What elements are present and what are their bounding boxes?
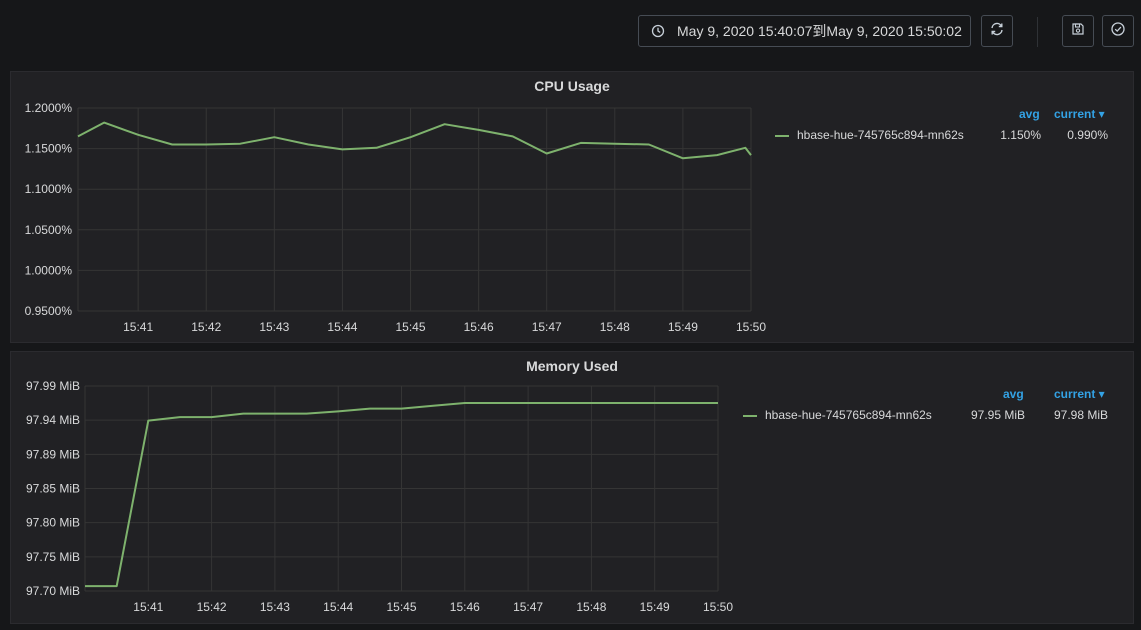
y-tick-label: 1.0500% [25,223,73,237]
x-tick-label: 15:49 [640,600,670,614]
legend-series[interactable]: hbase-hue-745765c894-mn62s [775,128,964,142]
x-tick-label: 15:50 [703,600,733,614]
memory-used-panel: Memory Used 97.99 MiB 97.94 MiB 97.89 MiB 9… [10,351,1134,624]
x-tick-label: 15:45 [386,600,416,614]
time-range-picker[interactable]: May 9, 2020 15:40:07到May 9, 2020 15:50:0… [638,15,971,47]
legend-header-current[interactable]: current ▾ [1054,387,1105,401]
legend-current-value: 97.98 MiB [1053,408,1108,422]
x-tick-label: 15:49 [668,320,698,334]
x-tick-label: 15:44 [327,320,357,334]
x-tick-label: 15:50 [736,320,766,334]
x-tick-label: 15:47 [513,600,543,614]
x-tick-label: 15:41 [123,320,153,334]
y-tick-label: 0.9500% [25,304,73,318]
y-tick-label: 97.89 MiB [26,447,80,461]
y-tick-label: 97.70 MiB [26,584,80,598]
x-tick-label: 15:46 [464,320,494,334]
time-range-label: May 9, 2020 15:40:07到May 9, 2020 15:50:0… [677,23,962,39]
top-toolbar: May 9, 2020 15:40:07到May 9, 2020 15:50:0… [0,0,1141,64]
y-tick-label: 97.94 MiB [26,413,80,427]
save-icon [1071,22,1085,41]
x-tick-label: 15:42 [197,600,227,614]
x-tick-label: 15:48 [576,600,606,614]
toolbar-divider [1037,17,1038,47]
x-tick-label: 15:46 [450,600,480,614]
y-tick-label: 1.0000% [25,263,73,277]
y-tick-label: 1.1500% [25,142,73,156]
y-tick-label: 1.1000% [25,182,73,196]
x-tick-label: 15:42 [191,320,221,334]
panel-title: CPU Usage [534,78,610,94]
legend-header-avg[interactable]: avg [1003,387,1024,401]
x-tick-label: 15:43 [260,600,290,614]
legend-series-name: hbase-hue-745765c894-mn62s [765,408,932,422]
legend-series[interactable]: hbase-hue-745765c894-mn62s [743,408,932,422]
cpu-usage-chart: 1.2000% 1.1500% 1.1000% 1.0500% 1.0000% 0.950… [25,101,767,334]
x-tick-label: 15:45 [396,320,426,334]
x-tick-label: 15:48 [600,320,630,334]
legend-current-value: 0.990% [1067,128,1108,142]
x-tick-label: 15:44 [323,600,353,614]
apply-button[interactable] [1102,15,1134,47]
legend-series-name: hbase-hue-745765c894-mn62s [797,128,964,142]
legend-header-avg[interactable]: avg [1019,107,1040,121]
save-dashboard-button[interactable] [1062,15,1094,47]
legend-swatch [775,134,789,137]
y-tick-label: 97.99 MiB [26,379,80,393]
panel-title: Memory Used [526,358,618,374]
legend-swatch [743,414,757,417]
cpu-usage-panel: CPU Usage 1.2000% 1.1500% 1.1000% 1.0500% 1.… [10,71,1134,343]
x-tick-label: 15:43 [259,320,289,334]
memory-used-chart: 97.99 MiB 97.94 MiB 97.89 MiB 97.85 MiB 97.8… [26,379,733,614]
y-tick-label: 97.80 MiB [26,516,80,530]
y-tick-label: 97.85 MiB [26,482,80,496]
x-tick-label: 15:47 [532,320,562,334]
y-tick-label: 1.2000% [25,101,73,115]
series-line [85,402,718,588]
check-icon [1110,21,1126,42]
refresh-button[interactable] [981,15,1013,47]
legend-avg-value: 97.95 MiB [970,408,1025,422]
legend-avg-value: 1.150% [1000,128,1041,142]
x-tick-label: 15:41 [133,600,163,614]
refresh-icon [989,21,1005,42]
legend-header-current[interactable]: current ▾ [1054,107,1105,121]
y-tick-label: 97.75 MiB [26,550,80,564]
clock-icon [651,24,665,38]
series-line [77,121,752,160]
